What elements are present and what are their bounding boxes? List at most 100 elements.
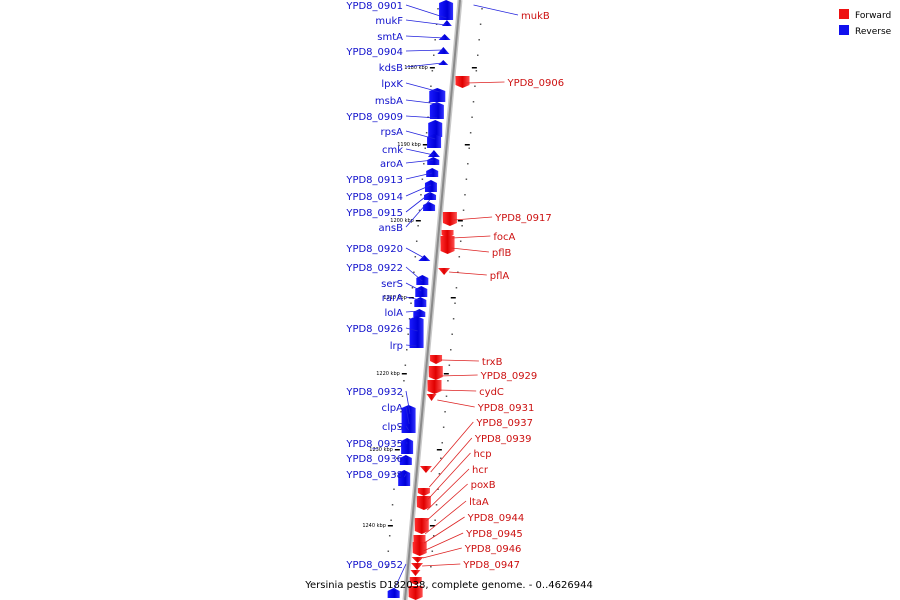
scale-dot: [471, 116, 473, 118]
forward-gene-block: [412, 542, 427, 556]
gene-label-ypd8-0920: YPD8_0920: [345, 244, 403, 255]
reverse-gene-block: [398, 470, 411, 486]
leader-line: [405, 192, 431, 213]
scale-dot: [394, 473, 397, 475]
leader-line: [437, 399, 475, 408]
gene-label-mukb: mukB: [521, 11, 550, 22]
reverse-gene-block: [438, 60, 449, 65]
scale-dot: [390, 519, 392, 521]
genome-caption: Yersinia pestis D182038, complete genome…: [304, 580, 593, 591]
kbp-tick-mark: [401, 373, 407, 375]
scale-dot: [397, 442, 399, 444]
scale-dot: [431, 550, 434, 552]
kbp-tick-label: 1180 kbp: [404, 65, 428, 71]
leader-line: [430, 421, 474, 473]
scale-dot: [406, 349, 408, 351]
scale-dot: [417, 225, 419, 227]
scale-dot: [455, 287, 458, 289]
legend-swatch-forward: [839, 9, 849, 19]
kbp-tick-label: 1220 kbp: [376, 371, 400, 377]
gene-label-cmk: cmk: [382, 145, 403, 156]
scale-dot: [388, 535, 391, 537]
scale-dot: [438, 473, 441, 475]
scale-dot: [387, 550, 390, 552]
scale-dot: [386, 566, 388, 568]
scale-dot: [452, 318, 455, 320]
gene-label-clpa: clpA: [382, 403, 404, 414]
gene-label-ypd8-0914: YPD8_0914: [345, 192, 403, 203]
legend-swatch-reverse: [839, 25, 849, 35]
leader-line: [422, 547, 462, 559]
leader-line: [405, 296, 421, 301]
scale-dot: [479, 23, 482, 25]
leader-line: [405, 62, 443, 68]
leader-line: [405, 310, 420, 313]
leader-line: [405, 159, 434, 164]
forward-gene-block: [411, 557, 424, 563]
gene-label-ypd8-0944: YPD8_0944: [467, 513, 525, 524]
gene-label-lola: lolA: [384, 308, 403, 319]
kbp-tick-mark: [429, 525, 435, 527]
scale-dot: [403, 380, 405, 382]
scale-dot: [424, 147, 426, 149]
gene-label-ypd8-0915: YPD8_0915: [345, 208, 403, 219]
scale-dot: [410, 302, 412, 304]
forward-gene-block: [419, 466, 432, 473]
gene-label-pflb: pflB: [492, 248, 512, 259]
gene-label-rara: rarA: [382, 293, 403, 304]
gene-label-ypd8-0929: YPD8_0929: [480, 371, 538, 382]
kbp-tick-label: 1190 kbp: [397, 142, 421, 148]
gene-label-ypd8-0917: YPD8_0917: [494, 213, 552, 224]
reverse-gene-block: [387, 588, 400, 598]
scale-dot: [404, 364, 407, 366]
gene-label-hcp: hcp: [473, 449, 491, 460]
scale-dot: [415, 240, 418, 242]
reverse-gene-block: [424, 180, 437, 192]
scale-dot: [396, 457, 398, 459]
scale-dot: [430, 85, 432, 87]
scale-dot: [477, 54, 479, 56]
forward-gene-block: [414, 518, 429, 534]
scale-dot: [469, 132, 472, 134]
leader-line: [405, 35, 445, 39]
reverse-gene-block: [399, 455, 412, 465]
gene-label-ypd8-0901: YPD8_0901: [345, 1, 403, 12]
leader-line: [426, 468, 470, 511]
scale-dot: [437, 488, 439, 490]
kbp-tick-label: 1210 kbp: [383, 295, 407, 301]
scale-dot: [458, 256, 461, 258]
gene-label-ypd8-0946: YPD8_0946: [464, 544, 522, 555]
leader-line: [422, 563, 461, 567]
scale-dot: [414, 256, 417, 258]
scale-dot: [474, 85, 476, 87]
gene-labels: YPD8_0901 mukF smtA YPD8_0904 kdsB lpxK msbA YP…: [345, 1, 564, 571]
kbp-tick-mark: [457, 220, 463, 222]
gene-label-ypd8-0935: YPD8_0935: [345, 439, 403, 450]
reverse-gene-block: [409, 316, 424, 348]
kbp-tick-mark: [394, 449, 400, 451]
scale-dot: [430, 566, 432, 568]
leader-line: [425, 483, 468, 522]
kbp-tick-mark: [429, 67, 435, 69]
forward-gene-block: [408, 586, 423, 600]
reverse-gene-block: [413, 309, 426, 317]
legend-label-reverse: Reverse: [855, 27, 892, 37]
scale-dot: [454, 302, 456, 304]
scale-dot: [457, 271, 459, 273]
reverse-gene-block: [416, 275, 429, 285]
scale-dot: [391, 504, 394, 506]
leader-line: [440, 359, 479, 362]
leader-line: [473, 4, 519, 16]
leader-line: [405, 99, 439, 105]
gene-label-ypd8-0931: YPD8_0931: [477, 403, 535, 414]
kbp-tick-mark: [443, 373, 449, 375]
scale-dot: [462, 209, 465, 211]
leader-line: [438, 389, 477, 392]
gene-label-msba: msbA: [375, 96, 403, 107]
scale-dot: [448, 364, 451, 366]
reverse-gene-block: [439, 0, 454, 20]
scale-dot: [447, 380, 449, 382]
reverse-gene-block: [428, 120, 443, 137]
scale-dot: [421, 178, 424, 180]
